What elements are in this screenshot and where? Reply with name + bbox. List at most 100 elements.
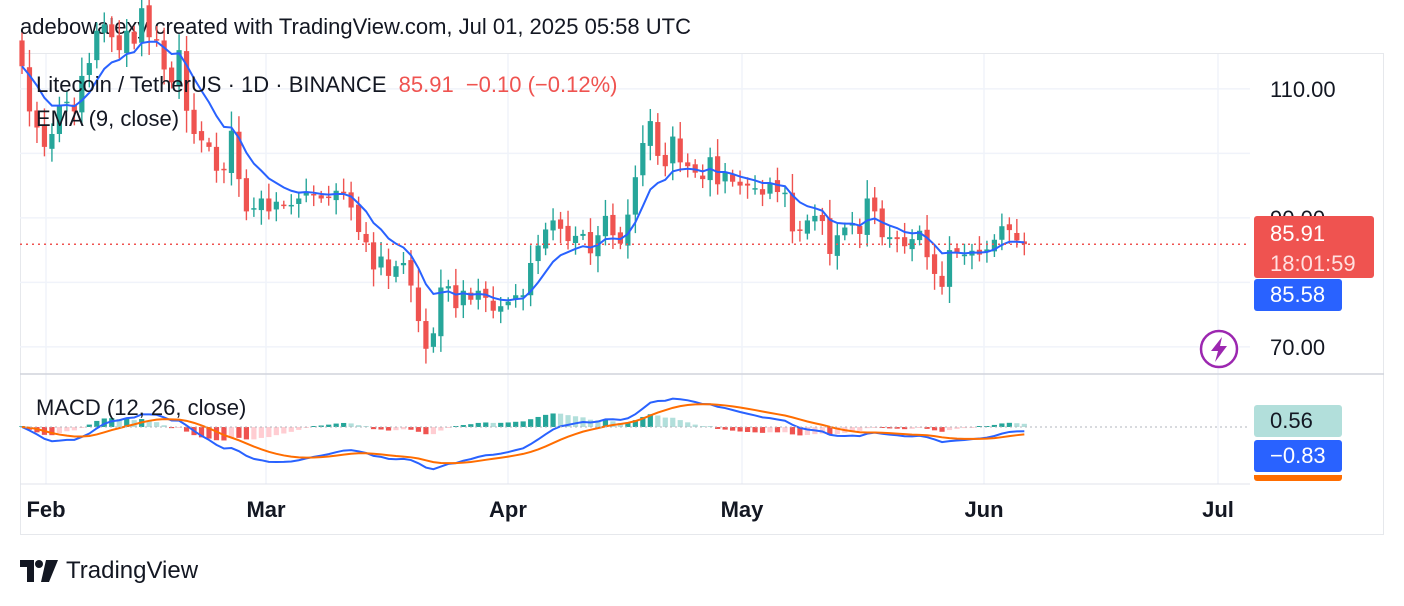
- candle-body: [782, 192, 788, 195]
- candle-body: [715, 156, 721, 185]
- candle-body: [939, 275, 945, 287]
- candle-body: [991, 239, 997, 252]
- macd-histogram-bar: [169, 427, 175, 429]
- candle-body: [415, 287, 422, 322]
- candle-body: [632, 177, 638, 215]
- candle-body: [296, 198, 302, 204]
- candle-body: [228, 130, 235, 174]
- macd-histogram-bar: [213, 427, 220, 441]
- macd-histogram-bar: [692, 424, 698, 427]
- macd-legend: MACD (12, 26, close): [36, 395, 247, 420]
- candle-body: [759, 189, 766, 195]
- candle-body: [56, 104, 62, 134]
- candle-body: [931, 254, 938, 274]
- macd-histogram-bar: [999, 423, 1005, 427]
- time-tick-label: May: [721, 497, 765, 522]
- symbol-name: Litecoin / TetherUS · 1D · BINANCE: [36, 72, 387, 97]
- macd-histogram-bar: [109, 418, 115, 427]
- macd-histogram-bar: [677, 420, 683, 427]
- macd-histogram-bar: [946, 427, 953, 431]
- candle-body: [909, 239, 915, 250]
- candle-body: [438, 287, 444, 337]
- candle-body: [333, 190, 339, 201]
- macd-histogram-bar: [595, 420, 601, 427]
- countdown-timer: 18:01:59: [1270, 251, 1356, 276]
- macd-histogram-bar: [94, 420, 100, 427]
- macd-histogram-bar: [266, 427, 272, 438]
- macd-histogram-bar: [700, 426, 706, 427]
- macd-histogram-bar: [258, 427, 264, 438]
- candle-body: [1021, 241, 1027, 245]
- candle-body: [445, 286, 451, 289]
- candle-body: [79, 75, 85, 113]
- price-tick-label: 70.00: [1270, 335, 1325, 360]
- candle-body: [86, 63, 92, 75]
- candle-body: [685, 162, 691, 167]
- candle-body: [131, 31, 137, 44]
- macd-histogram-bar: [56, 427, 62, 434]
- signal-line: [21, 403, 1025, 465]
- macd-histogram-bar: [154, 422, 160, 427]
- macd-histogram-bar: [557, 413, 564, 427]
- candle-body: [341, 191, 347, 194]
- macd-histogram-bar: [498, 422, 504, 427]
- lightning-icon: [1211, 337, 1227, 362]
- macd-histogram-bar: [206, 427, 212, 439]
- macd-histogram-bar: [924, 427, 930, 429]
- macd-histogram-bar: [161, 425, 167, 427]
- candle-body: [737, 181, 743, 186]
- macd-histogram-bar: [356, 425, 362, 427]
- macd-histogram-bar: [520, 421, 526, 427]
- candle-body: [730, 174, 736, 182]
- macd-histogram-bar: [236, 427, 242, 438]
- candle-body: [999, 226, 1005, 240]
- candle-body: [64, 101, 70, 104]
- macd-histogram-bar: [991, 424, 997, 427]
- candle-body: [191, 109, 197, 134]
- candle-body: [154, 39, 160, 41]
- candle-body: [640, 143, 646, 176]
- macd-histogram-bar: [468, 424, 474, 427]
- candle-body: [251, 208, 257, 210]
- candle-body: [902, 237, 908, 247]
- candle-body: [243, 178, 249, 212]
- macd-histogram-bar: [902, 427, 908, 430]
- candle-body: [311, 193, 317, 196]
- flash-button[interactable]: [1199, 329, 1239, 369]
- macd-histogram-bar: [146, 420, 152, 427]
- time-axis: Feb Mar Apr May Jun Jul: [26, 497, 1233, 522]
- candle-body: [19, 40, 25, 67]
- macd-histogram-bar: [1014, 423, 1020, 427]
- candle-body: [356, 204, 362, 233]
- candle-body: [797, 229, 803, 231]
- candle-body: [176, 50, 182, 86]
- candle-body: [281, 204, 287, 207]
- macd-histogram-bar: [640, 416, 646, 427]
- candle-body: [26, 67, 33, 112]
- macd-histogram-bar: [378, 427, 384, 430]
- macd-histogram-bar: [370, 427, 377, 430]
- macd-histogram-bar: [909, 427, 915, 429]
- macd-histogram-bar: [827, 427, 833, 435]
- candle-body: [348, 192, 354, 208]
- tradingview-brand[interactable]: TradingView: [20, 557, 198, 585]
- macd-histogram-bar: [535, 416, 541, 427]
- macd-histogram-bar: [393, 427, 399, 431]
- macd-histogram-bar: [774, 427, 781, 433]
- candle-body: [423, 321, 429, 349]
- price-tick-label: 110.00: [1270, 77, 1336, 102]
- macd-histogram-bar: [251, 427, 257, 440]
- candle-body: [505, 301, 511, 306]
- candle-body: [872, 197, 878, 212]
- candle-body: [408, 260, 414, 286]
- candle-body: [198, 131, 205, 141]
- candle-body: [625, 214, 631, 246]
- candle-body: [961, 254, 968, 257]
- candle-body: [610, 214, 616, 236]
- candle-body: [528, 262, 534, 296]
- candle-body: [946, 250, 953, 287]
- macd-histogram-bar: [722, 427, 728, 430]
- macd-histogram-bar: [281, 427, 287, 434]
- macd-histogram-bar: [288, 427, 294, 432]
